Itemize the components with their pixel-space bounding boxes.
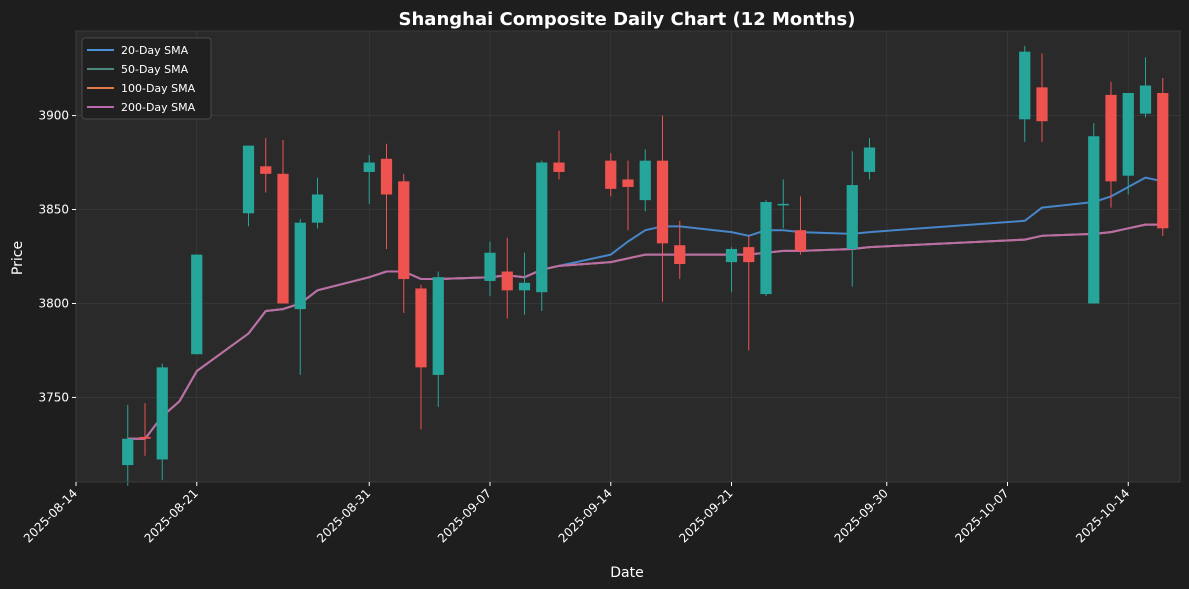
candle-body-up [191, 254, 203, 355]
legend-label: 50-Day SMA [121, 63, 189, 76]
candle-body-down [656, 160, 669, 244]
y-tick-label: 3800 [38, 296, 69, 310]
candle-body-down [553, 162, 565, 172]
candle-body-up [725, 248, 738, 263]
plot-background [76, 31, 1180, 482]
candle-body-down [415, 288, 427, 368]
y-axis-label: Price [10, 241, 26, 275]
plot-area [75, 30, 1181, 486]
y-tick-label: 3850 [38, 203, 69, 217]
candle-body-down [139, 436, 151, 439]
candle-body-up [777, 203, 789, 206]
x-axis-label: Date [610, 565, 643, 581]
candle-body-up [518, 282, 531, 291]
candle-body-down [1105, 94, 1117, 182]
plot-frame [75, 30, 1181, 483]
candle-body-up [432, 277, 444, 375]
candles [122, 46, 1169, 486]
candle-body-up [122, 438, 134, 466]
candle-body-up [363, 162, 375, 172]
legend-label: 20-Day SMA [121, 44, 189, 57]
candle-body-up [536, 162, 548, 293]
candle-body-down [1036, 87, 1048, 122]
candle-body-down [398, 181, 410, 280]
y-axis: 3750 3800 3850 3900 [38, 109, 76, 404]
candle-body-up [1122, 93, 1134, 176]
candle-body-up [1019, 51, 1031, 120]
candle-body-down [277, 173, 289, 304]
candle-body-down [743, 247, 755, 263]
sma-lines [127, 176, 1164, 440]
legend: 20-Day SMA 50-Day SMA 100-Day SMA 200-Day S… [81, 37, 212, 120]
candle-body-down [1157, 93, 1169, 229]
legend-label: 100-Day SMA [121, 82, 196, 95]
candle-body-up [639, 160, 651, 201]
candle-body-down [260, 166, 272, 174]
candle-body-up [242, 145, 255, 214]
chart-title: Shanghai Composite Daily Chart (12 Month… [399, 9, 856, 30]
candle-body-up [294, 222, 306, 310]
candle-body-down [622, 179, 634, 187]
y-tick-label: 3900 [38, 109, 69, 123]
candle-body-up [311, 194, 324, 223]
candle-body-down [605, 160, 617, 189]
y-tick-label: 3750 [38, 390, 69, 404]
candle-body-up [863, 147, 876, 172]
candle-body-up [760, 202, 772, 295]
candle-body-up [484, 252, 496, 281]
legend-label: 200-Day SMA [121, 101, 196, 114]
candle-body-down [674, 245, 686, 265]
candle-body-down [501, 271, 513, 291]
candle-body-up [156, 367, 168, 460]
legend-box [81, 37, 212, 120]
candle-body-down [380, 158, 393, 195]
candle-body-up [1139, 85, 1152, 114]
candle-body-up [1088, 136, 1100, 304]
candle-body-down [794, 230, 807, 251]
sma-line-200-day [127, 223, 1163, 440]
candle-body-up [846, 185, 858, 249]
